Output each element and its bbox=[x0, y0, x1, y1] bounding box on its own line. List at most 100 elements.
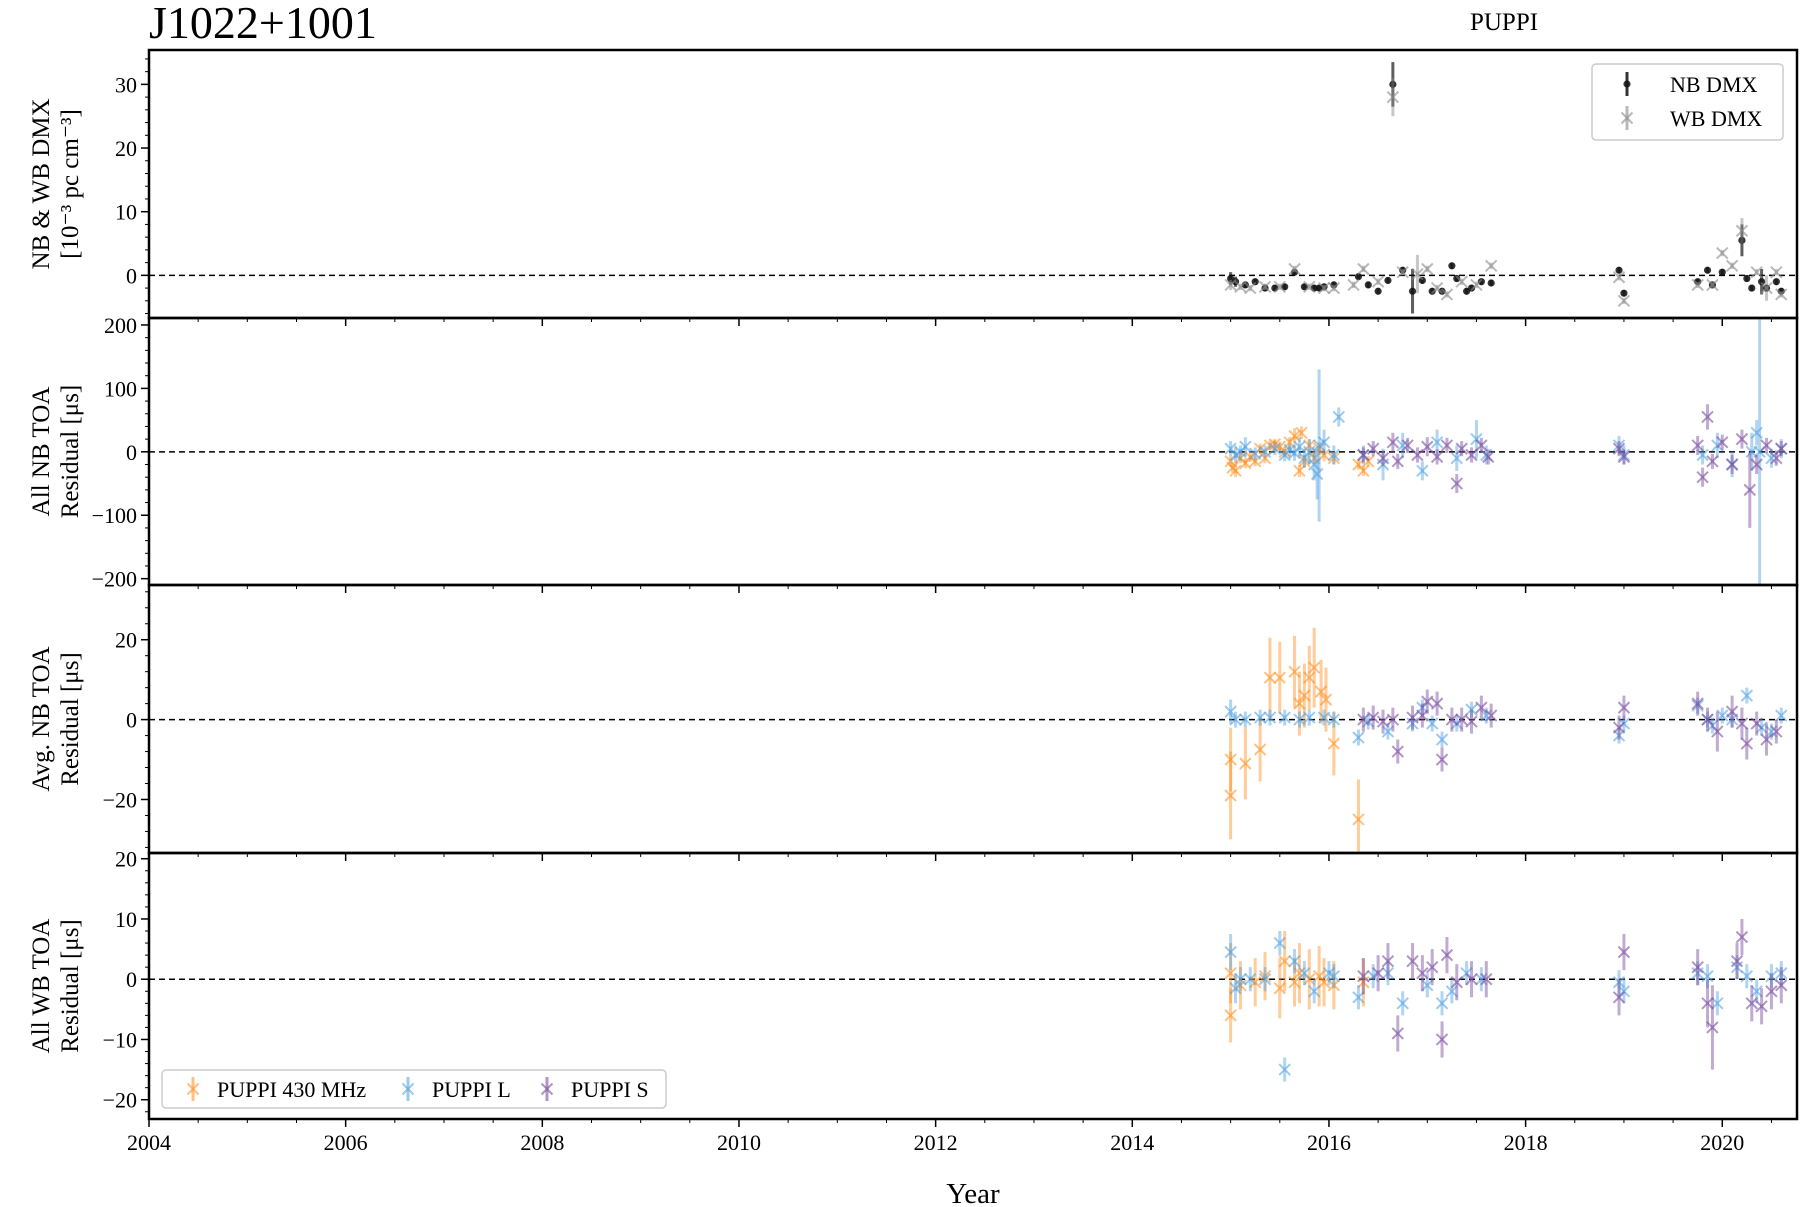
data-point bbox=[1765, 725, 1778, 738]
data-point bbox=[1303, 711, 1316, 724]
data-point bbox=[1758, 278, 1766, 286]
data-point bbox=[1725, 259, 1739, 273]
data-point bbox=[1735, 224, 1749, 237]
data-point bbox=[1716, 246, 1729, 260]
data-point bbox=[1435, 733, 1449, 746]
data-point bbox=[1617, 448, 1631, 462]
data-point bbox=[1691, 960, 1704, 974]
data-point bbox=[1239, 713, 1252, 726]
data-point bbox=[1357, 464, 1370, 478]
data-point bbox=[1430, 281, 1444, 295]
data-point bbox=[1354, 273, 1363, 281]
data-point bbox=[1229, 713, 1242, 726]
y-axis-label-units: [10⁻³ pc cm⁻³] bbox=[57, 109, 84, 259]
data-point bbox=[1740, 737, 1754, 750]
data-point bbox=[1740, 970, 1754, 983]
axes-frame bbox=[147, 851, 1799, 1121]
data-point bbox=[1288, 976, 1301, 989]
data-point bbox=[1317, 448, 1331, 462]
data-point bbox=[1293, 440, 1306, 453]
series-puppi_l bbox=[1224, 318, 1788, 585]
data-point bbox=[1307, 661, 1321, 674]
data-point bbox=[1273, 671, 1286, 684]
data-point bbox=[1435, 1033, 1449, 1046]
data-point bbox=[1244, 281, 1257, 295]
data-point bbox=[1258, 973, 1272, 986]
chart-title: J1022+1001 bbox=[149, 0, 377, 48]
data-point bbox=[1416, 966, 1429, 980]
data-point bbox=[1775, 966, 1788, 980]
x-tick-label: 2008 bbox=[520, 1130, 564, 1155]
data-point bbox=[1770, 725, 1783, 738]
data-point bbox=[1312, 442, 1326, 455]
data-point bbox=[1253, 743, 1267, 756]
data-point bbox=[1612, 991, 1626, 1004]
data-point bbox=[1317, 976, 1331, 989]
data-point bbox=[1357, 713, 1370, 726]
legend: NB DMX WB DMX bbox=[1591, 63, 1784, 141]
data-point bbox=[1735, 930, 1749, 944]
y-tick-label: −200 bbox=[92, 567, 137, 592]
y-tick-label: 30 bbox=[115, 72, 137, 97]
data-point bbox=[1421, 695, 1434, 708]
data-point bbox=[1421, 262, 1434, 276]
legend-marker bbox=[540, 1082, 554, 1096]
data-point bbox=[1740, 689, 1754, 702]
data-point bbox=[1475, 973, 1488, 986]
data-point bbox=[1258, 280, 1272, 294]
data-point bbox=[1303, 671, 1316, 684]
data-point bbox=[1448, 262, 1456, 270]
data-point bbox=[1696, 448, 1709, 462]
data-point bbox=[1352, 458, 1365, 471]
data-point bbox=[1396, 997, 1409, 1010]
data-point bbox=[1396, 265, 1409, 279]
data-point bbox=[1706, 278, 1719, 292]
data-point bbox=[1251, 278, 1259, 286]
data-point bbox=[1750, 265, 1763, 279]
data-point bbox=[1440, 288, 1454, 301]
data-point bbox=[1371, 275, 1385, 288]
data-point bbox=[1389, 80, 1397, 88]
data-point bbox=[1430, 436, 1444, 449]
y-tick-label: 10 bbox=[115, 907, 137, 932]
data-point bbox=[1408, 287, 1417, 295]
data-point bbox=[1750, 458, 1763, 471]
data-point bbox=[1620, 289, 1628, 297]
data-point bbox=[1263, 711, 1277, 724]
data-point bbox=[1612, 976, 1626, 989]
data-point bbox=[1406, 954, 1419, 968]
data-point bbox=[1760, 281, 1773, 295]
x-tick-label: 2006 bbox=[324, 1130, 368, 1155]
legend-box bbox=[1591, 63, 1784, 141]
data-point bbox=[1303, 445, 1316, 459]
series-puppi_430 bbox=[1224, 931, 1370, 1043]
data-point bbox=[1224, 789, 1237, 802]
data-point bbox=[1775, 709, 1788, 722]
data-point bbox=[1430, 697, 1444, 710]
data-point bbox=[1612, 439, 1626, 452]
data-point bbox=[1327, 970, 1341, 983]
data-point bbox=[1775, 979, 1788, 992]
data-point bbox=[1743, 483, 1757, 497]
data-point bbox=[1303, 280, 1316, 294]
legend-label: NB DMX bbox=[1670, 72, 1758, 97]
y-axis-label-units: Residual [μs] bbox=[57, 652, 84, 786]
y-axis-label: All NB TOA bbox=[28, 387, 55, 517]
data-point bbox=[1696, 470, 1709, 484]
panel-1: 0 10 20 30 NB & WB DMX [10⁻³ pc cm⁻³] NB DMX WB… bbox=[28, 48, 1799, 326]
data-point bbox=[1381, 725, 1395, 738]
data-point bbox=[1743, 274, 1751, 283]
data-point bbox=[1735, 432, 1749, 446]
chart-subtitle: PUPPI bbox=[1470, 9, 1538, 36]
series-puppi_s bbox=[1357, 404, 1788, 528]
data-point bbox=[1775, 288, 1788, 301]
data-point bbox=[1278, 954, 1291, 968]
series-puppi_s bbox=[1357, 689, 1783, 772]
data-point bbox=[1482, 450, 1495, 464]
data-point bbox=[1750, 717, 1763, 730]
data-point bbox=[1399, 266, 1407, 274]
legend-label: WB DMX bbox=[1670, 106, 1762, 131]
data-point bbox=[1445, 985, 1459, 998]
x-tick-label: 2018 bbox=[1504, 1130, 1548, 1155]
data-point bbox=[1484, 259, 1498, 273]
